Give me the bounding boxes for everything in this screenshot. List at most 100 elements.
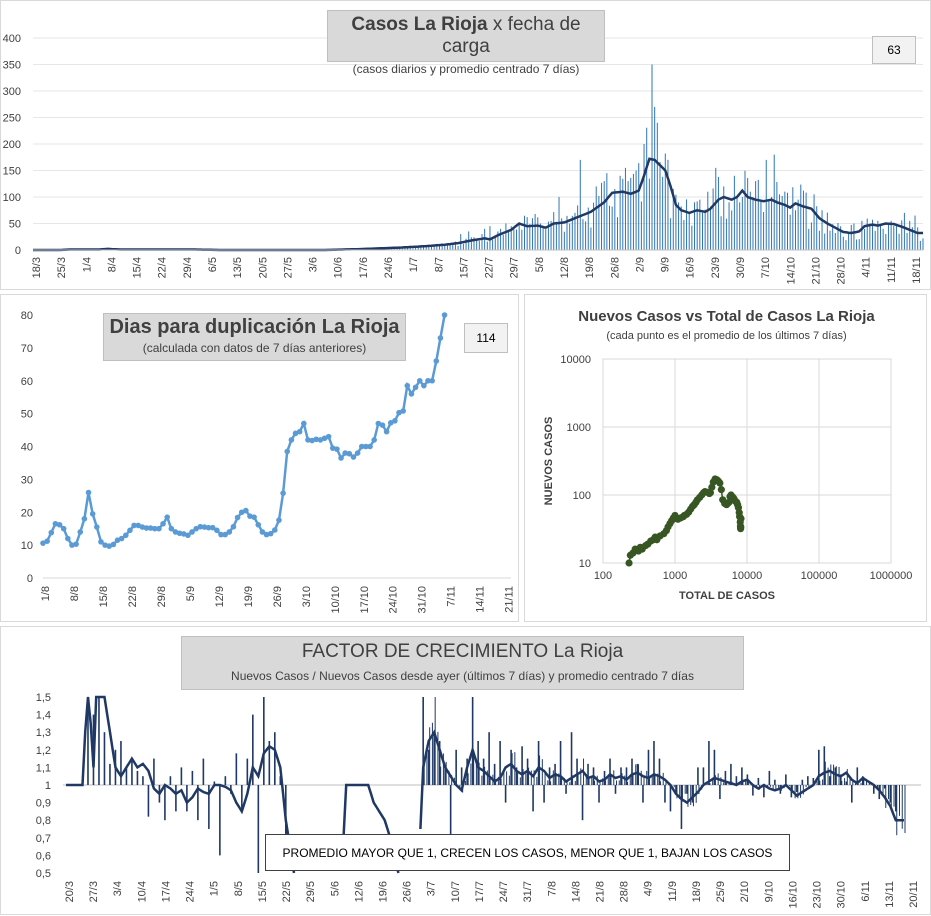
dup-point bbox=[272, 527, 278, 533]
daily-x-tick-label: 3/6 bbox=[308, 257, 320, 272]
daily-x-tick-label: 26/8 bbox=[609, 257, 621, 278]
dup-y-tick-label: 80 bbox=[21, 310, 33, 322]
dup-x-tick-label: 21/11 bbox=[504, 586, 516, 613]
daily-x-tick-label: 18/11 bbox=[911, 257, 923, 284]
dup-point bbox=[267, 530, 274, 537]
dup-point bbox=[234, 514, 241, 521]
dup-point bbox=[280, 490, 286, 496]
daily-x-tick-label: 17/6 bbox=[358, 257, 370, 278]
dup-point bbox=[147, 525, 154, 531]
growth-x-tick-label: 24/4 bbox=[185, 881, 197, 902]
daily-cases-panel: 0 50 100 150 200 250 300 350 400 18/3 25/3 1/4 8/4 15… bbox=[0, 0, 931, 290]
daily-chart-title-bold: Casos La Rioja bbox=[351, 14, 488, 35]
growth-x-tick-label: 10/7 bbox=[450, 881, 462, 902]
growth-x-tick-label: 18/9 bbox=[691, 881, 703, 902]
dup-point bbox=[371, 437, 377, 443]
daily-x-tick-label: 2/9 bbox=[634, 257, 646, 272]
dup-point bbox=[81, 516, 88, 522]
daily-y-tick-label: 350 bbox=[3, 60, 21, 72]
dup-point bbox=[412, 384, 419, 391]
dup-point bbox=[313, 436, 320, 443]
dup-point bbox=[350, 454, 357, 460]
growth-x-tick-label: 19/6 bbox=[377, 881, 389, 902]
dup-point bbox=[205, 524, 212, 531]
dup-point bbox=[346, 450, 353, 457]
growth-x-tick-label: 13/11 bbox=[884, 881, 896, 908]
dup-point bbox=[197, 523, 204, 530]
growth-x-tick-label: 15/5 bbox=[257, 881, 269, 902]
daily-x-tick-label: 8/7 bbox=[433, 257, 445, 272]
dup-point bbox=[408, 391, 415, 397]
scatter-x-tick-label: 100000 bbox=[801, 570, 838, 582]
growth-x-tick-label: 3/4 bbox=[112, 881, 124, 896]
dup-point bbox=[73, 541, 79, 547]
scatter-point bbox=[737, 514, 745, 523]
dup-x-tick-label: 15/8 bbox=[98, 586, 110, 607]
growth-x-tick-label: 17/4 bbox=[160, 881, 172, 902]
dup-y-tick-label: 10 bbox=[21, 540, 33, 552]
dup-point bbox=[164, 514, 170, 520]
dup-point bbox=[209, 524, 216, 531]
dup-x-tick-label: 24/10 bbox=[388, 586, 400, 614]
dup-point bbox=[65, 535, 71, 542]
scatter-x-tick-label: 1000 bbox=[663, 570, 687, 582]
daily-x-tick-label: 21/10 bbox=[810, 257, 822, 285]
daily-x-tick-label: 13/5 bbox=[232, 257, 244, 278]
growth-x-tick-label: 12/6 bbox=[353, 881, 365, 902]
dup-point bbox=[222, 531, 228, 538]
daily-x-tick-label: 6/5 bbox=[207, 257, 219, 272]
growth-subtitle: Nuevos Casos / Nuevos Casos desde ayer (… bbox=[231, 669, 694, 683]
dup-point bbox=[441, 312, 448, 318]
daily-y-tick-label: 0 bbox=[15, 245, 21, 257]
daily-x-tick-label: 24/6 bbox=[383, 257, 395, 278]
scatter-point bbox=[717, 486, 725, 494]
dup-x-tick-label: 19/9 bbox=[243, 586, 255, 607]
dup-point bbox=[342, 450, 349, 456]
duplication-panel: 0 10 20 30 40 50 60 70 80 1/8 8/8 15/8 22/8 29/8 5/9 12… bbox=[0, 294, 519, 622]
dup-point bbox=[251, 514, 257, 520]
scatter-y-tick-label: 100 bbox=[573, 490, 591, 502]
daily-y-tick-label: 150 bbox=[3, 166, 21, 178]
dup-point bbox=[301, 420, 307, 427]
growth-y-tick-label: 1,3 bbox=[36, 727, 51, 739]
growth-y-tick-label: 0,6 bbox=[36, 850, 51, 862]
growth-x-tick-label: 29/5 bbox=[305, 881, 317, 902]
dup-point bbox=[176, 530, 183, 537]
growth-x-tick-label: 22/5 bbox=[281, 881, 293, 902]
growth-x-tick-label: 23/10 bbox=[812, 881, 824, 909]
daily-x-tick-label: 5/8 bbox=[534, 257, 546, 272]
daily-x-tick-label: 19/8 bbox=[584, 257, 596, 278]
dup-point bbox=[77, 529, 84, 535]
growth-panel: 0,5 0,6 0,7 0,8 0,9 1 1,1 1,2 1,3 1,4 1,5 20/3 27/3 3… bbox=[0, 626, 931, 915]
growth-x-tick-label: 20/11 bbox=[908, 881, 920, 908]
dup-point bbox=[276, 517, 282, 523]
dup-point bbox=[94, 524, 100, 530]
daily-x-tick-label: 25/3 bbox=[56, 257, 68, 278]
dup-x-tick-label: 7/11 bbox=[446, 586, 458, 607]
daily-x-tick-label: 1/7 bbox=[408, 257, 420, 272]
dup-point bbox=[85, 489, 92, 496]
scatter-y-tick-label: 10000 bbox=[560, 354, 591, 366]
duplication-title: Dias para duplicación La Rioja bbox=[109, 316, 400, 338]
dup-x-tick-label: 5/9 bbox=[185, 586, 197, 601]
dup-point bbox=[379, 422, 386, 428]
dup-x-tick-label: 17/10 bbox=[359, 586, 371, 614]
dup-point bbox=[156, 525, 162, 532]
growth-x-tick-label: 2/10 bbox=[739, 881, 751, 902]
dup-point bbox=[98, 539, 104, 545]
dup-point bbox=[189, 529, 195, 535]
daily-x-tick-label: 9/9 bbox=[660, 257, 672, 272]
dup-x-tick-label: 10/10 bbox=[330, 586, 342, 614]
dup-point bbox=[201, 524, 208, 530]
growth-x-tick-label: 10/4 bbox=[136, 881, 148, 902]
scatter-y-tick-label: 1000 bbox=[567, 422, 591, 434]
dup-point bbox=[334, 446, 340, 452]
dup-point bbox=[425, 377, 431, 384]
daily-y-tick-label: 200 bbox=[3, 139, 21, 151]
growth-y-tick-label: 1,2 bbox=[36, 745, 51, 757]
dup-point bbox=[56, 521, 63, 528]
scatter-panel: 100 1000 10000 100000 1000000 10 100 1000 10000 T… bbox=[524, 294, 927, 622]
dup-point bbox=[421, 382, 427, 389]
dup-point bbox=[118, 535, 125, 542]
growth-y-tick-label: 1,1 bbox=[36, 762, 51, 774]
